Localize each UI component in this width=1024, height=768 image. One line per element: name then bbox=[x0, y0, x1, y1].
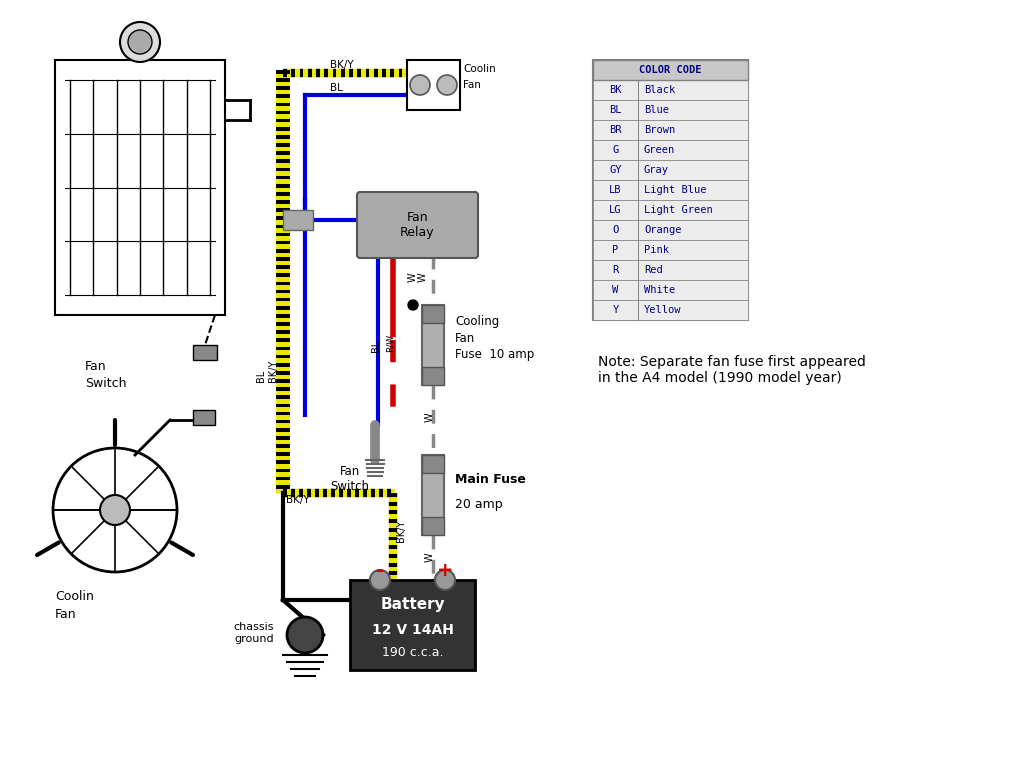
Bar bbox=[350, 580, 475, 670]
Circle shape bbox=[120, 22, 160, 62]
Text: Black: Black bbox=[644, 85, 675, 95]
Text: R: R bbox=[612, 265, 618, 275]
Bar bbox=[593, 180, 748, 200]
Bar bbox=[422, 517, 444, 535]
Text: Cooling: Cooling bbox=[455, 315, 500, 328]
Text: BL: BL bbox=[609, 105, 622, 115]
Text: Light Blue: Light Blue bbox=[644, 185, 707, 195]
Text: GY: GY bbox=[609, 165, 622, 175]
FancyBboxPatch shape bbox=[357, 192, 478, 258]
Text: BL: BL bbox=[371, 339, 381, 352]
Text: Fan: Fan bbox=[455, 332, 475, 345]
Text: Light Green: Light Green bbox=[644, 205, 713, 215]
Text: Red: Red bbox=[644, 265, 663, 275]
Bar bbox=[593, 80, 748, 100]
Text: R/W: R/W bbox=[386, 334, 395, 352]
Bar bbox=[593, 300, 748, 320]
Text: LG: LG bbox=[609, 205, 622, 215]
Text: Fan: Fan bbox=[463, 80, 481, 90]
Text: -: - bbox=[376, 561, 384, 581]
Text: W: W bbox=[425, 552, 435, 562]
Circle shape bbox=[100, 495, 130, 525]
Text: Fan
Relay: Fan Relay bbox=[400, 211, 435, 239]
Text: W: W bbox=[418, 273, 428, 282]
Circle shape bbox=[287, 617, 323, 653]
Text: +: + bbox=[437, 561, 454, 581]
Text: Green: Green bbox=[644, 145, 675, 155]
Circle shape bbox=[437, 75, 457, 95]
Text: BK/Y: BK/Y bbox=[396, 520, 406, 542]
Text: Fuse  10 amp: Fuse 10 amp bbox=[455, 348, 535, 361]
Circle shape bbox=[410, 75, 430, 95]
Text: 20 amp: 20 amp bbox=[455, 498, 503, 511]
Text: Pink: Pink bbox=[644, 245, 669, 255]
Text: BK/Y: BK/Y bbox=[286, 495, 309, 505]
Text: Fan
Switch: Fan Switch bbox=[331, 465, 370, 493]
Text: Brown: Brown bbox=[644, 125, 675, 135]
Bar bbox=[593, 120, 748, 140]
Text: BL: BL bbox=[256, 369, 266, 382]
Text: Y: Y bbox=[612, 305, 618, 315]
Text: Gray: Gray bbox=[644, 165, 669, 175]
Bar bbox=[593, 160, 748, 180]
Text: Fan: Fan bbox=[85, 360, 106, 373]
Text: W: W bbox=[425, 412, 435, 422]
Bar bbox=[422, 455, 444, 535]
Circle shape bbox=[408, 300, 418, 310]
Text: Note: Separate fan fuse first appeared
in the A4 model (1990 model year): Note: Separate fan fuse first appeared i… bbox=[598, 355, 866, 386]
Text: BK/Y: BK/Y bbox=[330, 60, 353, 70]
Text: P: P bbox=[612, 245, 618, 255]
Bar bbox=[422, 305, 444, 385]
Bar bbox=[422, 455, 444, 473]
Text: BL: BL bbox=[330, 83, 343, 93]
Text: Main Fuse: Main Fuse bbox=[455, 473, 526, 486]
Text: BK/Y: BK/Y bbox=[268, 359, 278, 382]
Bar bbox=[283, 210, 313, 230]
Text: Fan: Fan bbox=[55, 608, 77, 621]
Text: Switch: Switch bbox=[85, 377, 127, 390]
Text: Coolin: Coolin bbox=[55, 590, 94, 603]
Circle shape bbox=[370, 570, 390, 590]
Bar bbox=[593, 280, 748, 300]
Text: BR: BR bbox=[609, 125, 622, 135]
Text: Blue: Blue bbox=[644, 105, 669, 115]
Text: 190 c.c.a.: 190 c.c.a. bbox=[382, 647, 443, 660]
Bar bbox=[593, 60, 748, 320]
Bar bbox=[407, 60, 460, 110]
Text: BK: BK bbox=[609, 85, 622, 95]
Text: COLOR CODE: COLOR CODE bbox=[639, 65, 701, 75]
Circle shape bbox=[435, 570, 455, 590]
Text: chassis
ground: chassis ground bbox=[233, 622, 274, 644]
Bar bbox=[193, 410, 215, 425]
Bar bbox=[593, 240, 748, 260]
Text: O: O bbox=[612, 225, 618, 235]
Bar bbox=[422, 367, 444, 385]
Text: Yellow: Yellow bbox=[644, 305, 682, 315]
Bar bbox=[55, 60, 225, 315]
Text: Coolin: Coolin bbox=[463, 64, 496, 74]
Bar bbox=[593, 140, 748, 160]
Bar bbox=[193, 345, 217, 360]
Text: White: White bbox=[644, 285, 675, 295]
Text: Orange: Orange bbox=[644, 225, 682, 235]
Text: W: W bbox=[612, 285, 618, 295]
Text: 12 V 14AH: 12 V 14AH bbox=[372, 623, 454, 637]
Text: W: W bbox=[408, 273, 418, 282]
Text: Battery: Battery bbox=[380, 598, 444, 613]
Bar bbox=[422, 305, 444, 323]
Text: LB: LB bbox=[609, 185, 622, 195]
Bar bbox=[593, 200, 748, 220]
Text: G: G bbox=[612, 145, 618, 155]
Bar bbox=[593, 100, 748, 120]
Circle shape bbox=[128, 30, 152, 54]
Bar bbox=[593, 60, 748, 80]
Bar bbox=[593, 260, 748, 280]
Bar bbox=[593, 220, 748, 240]
